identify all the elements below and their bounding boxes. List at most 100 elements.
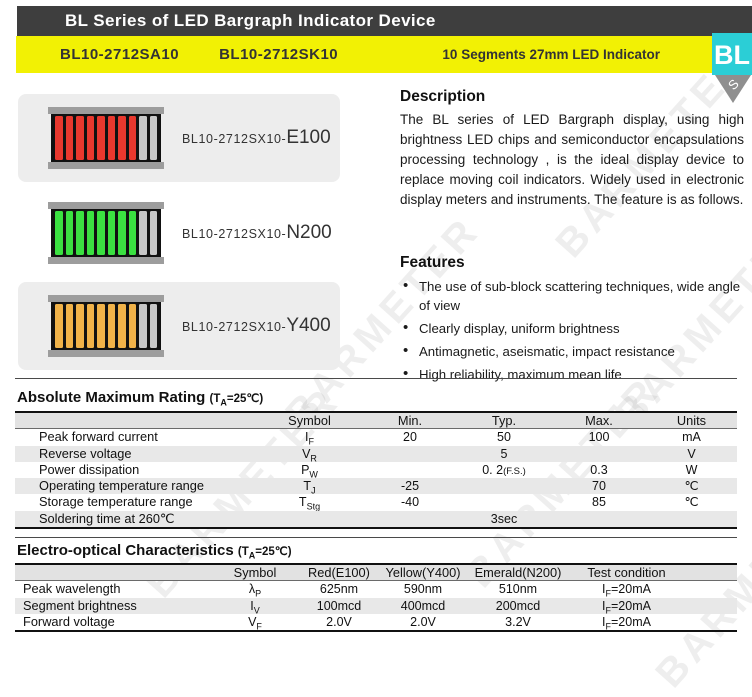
symbol-sub: R xyxy=(310,453,317,462)
model-number-sa10: BL10-2712SA10 xyxy=(60,46,180,63)
led-segment-lit xyxy=(97,304,105,348)
symbol-sub: V xyxy=(253,605,260,614)
bargraph-frame-top xyxy=(48,107,164,114)
table-cell xyxy=(552,511,646,527)
led-segment-off xyxy=(139,116,147,160)
table-row: Peak forward current IF 20 50 100 mA xyxy=(15,429,737,445)
table-header-row: Symbol Min. Typ. Max. Units xyxy=(15,413,737,430)
series-badge: BL xyxy=(712,33,752,75)
table-cell: VF xyxy=(210,614,300,630)
table-cell: λP xyxy=(210,581,300,597)
symbol-sub: W xyxy=(309,469,318,479)
table-cell: PW xyxy=(255,462,364,478)
table-cell xyxy=(646,511,737,527)
test-condition-note: (TA=25℃) xyxy=(209,393,264,408)
table-cell: 100mcd xyxy=(316,598,362,613)
table-cell: -25 xyxy=(400,479,420,494)
table-cell: Symbol xyxy=(288,413,331,428)
cond-post: =25℃) xyxy=(226,393,264,405)
description-text: The BL series of LED Bargraph display, u… xyxy=(400,112,744,207)
table-cell: 400mcd xyxy=(400,598,446,613)
electro-optical-table: Symbol Red(E100) Yellow(Y400) Emerald(N2… xyxy=(15,563,737,633)
table-cell: Units xyxy=(676,413,707,428)
table-cell xyxy=(456,478,552,494)
table-row: Soldering time at 260℃ 3sec xyxy=(15,510,737,528)
feature-item: The use of sub-block scattering techniqu… xyxy=(400,276,750,315)
table-cell: 590nm xyxy=(403,582,443,597)
table-cell: V xyxy=(687,446,696,461)
table-cell: 510nm xyxy=(498,582,538,597)
table-cell: 625nm xyxy=(319,582,359,597)
bargraph-frame-bottom xyxy=(48,162,164,169)
test-rest: =20mA xyxy=(611,582,651,597)
led-segment-lit xyxy=(76,116,84,160)
table-cell: ℃ xyxy=(684,479,699,494)
led-segment-lit xyxy=(65,304,73,348)
led-segment-lit xyxy=(107,211,115,255)
features-heading: Features xyxy=(400,254,465,271)
led-segment-lit xyxy=(107,116,115,160)
product-card-n200: BL10-2712SX10-N200 xyxy=(18,189,340,277)
series-badge-ribbon: S xyxy=(715,75,751,103)
table-cell xyxy=(364,446,456,462)
table-cell xyxy=(15,565,210,580)
bargraph-frame-top xyxy=(48,202,164,209)
led-segment-off xyxy=(149,304,157,348)
product-label-y400: BL10-2712SX10-Y400 xyxy=(182,315,331,337)
led-segment-lit xyxy=(107,304,115,348)
section-divider xyxy=(15,537,737,538)
table-header-row: Symbol Red(E100) Yellow(Y400) Emerald(N2… xyxy=(15,565,737,582)
cond-post: =25℃) xyxy=(255,546,292,558)
table-cell: ℃ xyxy=(684,495,699,510)
table-cell: Typ. xyxy=(491,413,517,428)
typ-note: (F.S.) xyxy=(503,465,526,477)
led-segment-off xyxy=(149,211,157,255)
table-cell: IF=20mA xyxy=(568,614,737,630)
table-cell: TStg xyxy=(255,494,364,510)
test-rest: =20mA xyxy=(611,614,651,629)
table-row: Storage temperature range TStg -40 85 ℃ xyxy=(15,494,737,510)
led-segment-lit xyxy=(55,211,63,255)
part-number-prefix: BL10-2712SX10- xyxy=(182,320,287,334)
cond-sub: A xyxy=(220,397,227,408)
table-cell: Red(E100) xyxy=(308,565,370,580)
symbol-sub: Stg xyxy=(306,501,321,511)
typ-value: 5 xyxy=(500,446,508,461)
table-cell xyxy=(552,446,646,462)
symbol-base: T xyxy=(298,495,307,510)
cond-pre: (T xyxy=(209,393,221,405)
table-cell: VR xyxy=(255,446,364,462)
test-condition-note: (TA=25℃) xyxy=(238,546,292,560)
symbol-sub: J xyxy=(311,485,316,495)
table-cell: 85 xyxy=(592,495,606,510)
table-row: Reverse voltage VR 5 V xyxy=(15,445,737,462)
product-card-e100: BL10-2712SX10-E100 xyxy=(18,94,340,182)
table-cell: 200mcd xyxy=(495,598,541,613)
led-segment-lit xyxy=(86,211,94,255)
bargraph-frame-bottom xyxy=(48,350,164,357)
table-cell: Segment brightness xyxy=(23,597,137,613)
symbol-base: V xyxy=(248,614,257,629)
table-cell: 2.0V xyxy=(410,614,436,629)
led-segment-lit xyxy=(128,211,136,255)
feature-item: High reliability, maximum mean life xyxy=(400,364,750,384)
table-row: Forward voltage VF 2.0V 2.0V 3.2V IF=20m… xyxy=(15,614,737,630)
table-cell xyxy=(364,511,456,527)
table-cell: 70 xyxy=(592,479,606,494)
electro-optical-section-title: Electro-optical Characteristics (TA=25℃) xyxy=(17,542,292,560)
table-row: Operating temperature range TJ -25 70 ℃ xyxy=(15,478,737,495)
table-cell: Min. xyxy=(397,413,423,428)
led-segment-lit xyxy=(128,304,136,348)
features-list: The use of sub-block scattering techniqu… xyxy=(400,276,750,388)
absolute-maximum-rating-table: Symbol Min. Typ. Max. Units Peak forward… xyxy=(15,411,737,530)
page-title: BL Series of LED Bargraph Indicator Devi… xyxy=(17,6,752,36)
table-cell: Emerald(N200) xyxy=(474,565,562,580)
symbol-base: T xyxy=(303,479,312,494)
table-cell: -40 xyxy=(400,495,420,510)
led-segment-lit xyxy=(76,304,84,348)
table-cell: W xyxy=(685,462,698,477)
led-segment-lit xyxy=(128,116,136,160)
table-cell: TJ xyxy=(255,478,364,494)
led-segment-lit xyxy=(118,211,126,255)
table-row: Peak wavelength λP 625nm 590nm 510nm IF=… xyxy=(15,581,737,597)
